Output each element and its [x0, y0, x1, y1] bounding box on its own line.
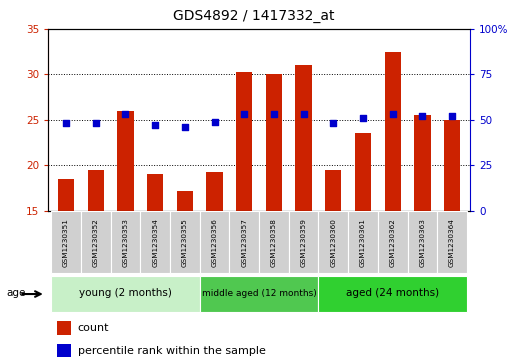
- Bar: [58, 179, 74, 211]
- Text: young (2 months): young (2 months): [79, 288, 172, 298]
- Text: GSM1230351: GSM1230351: [63, 218, 69, 267]
- Point: [329, 121, 337, 126]
- Bar: [57, 344, 72, 357]
- FancyBboxPatch shape: [259, 211, 289, 273]
- Text: GDS4892 / 1417332_at: GDS4892 / 1417332_at: [173, 9, 335, 23]
- FancyBboxPatch shape: [378, 211, 407, 273]
- FancyBboxPatch shape: [51, 276, 200, 312]
- FancyBboxPatch shape: [51, 211, 81, 273]
- Bar: [206, 171, 223, 211]
- Point: [121, 111, 130, 117]
- Text: age: age: [6, 288, 25, 298]
- Bar: [57, 322, 72, 335]
- Point: [151, 122, 159, 128]
- FancyBboxPatch shape: [319, 276, 467, 312]
- Bar: [236, 72, 252, 211]
- Text: GSM1230364: GSM1230364: [449, 218, 455, 267]
- Text: GSM1230356: GSM1230356: [211, 218, 217, 267]
- Point: [300, 111, 308, 117]
- FancyBboxPatch shape: [111, 211, 140, 273]
- Bar: [87, 170, 104, 211]
- Bar: [296, 65, 312, 211]
- Bar: [177, 191, 193, 211]
- Point: [92, 121, 100, 126]
- Point: [240, 111, 248, 117]
- Bar: [266, 74, 282, 211]
- Text: GSM1230362: GSM1230362: [390, 218, 396, 267]
- FancyBboxPatch shape: [407, 211, 437, 273]
- Bar: [117, 111, 134, 211]
- FancyBboxPatch shape: [230, 211, 259, 273]
- Text: count: count: [78, 323, 109, 333]
- Bar: [414, 115, 431, 211]
- Bar: [325, 170, 341, 211]
- Text: GSM1230361: GSM1230361: [360, 218, 366, 267]
- Text: GSM1230355: GSM1230355: [182, 218, 188, 267]
- Bar: [385, 52, 401, 211]
- Bar: [355, 133, 371, 211]
- Text: GSM1230358: GSM1230358: [271, 218, 277, 267]
- FancyBboxPatch shape: [200, 276, 319, 312]
- Text: GSM1230354: GSM1230354: [152, 218, 158, 267]
- FancyBboxPatch shape: [348, 211, 378, 273]
- Text: GSM1230360: GSM1230360: [330, 218, 336, 267]
- Text: percentile rank within the sample: percentile rank within the sample: [78, 346, 266, 356]
- FancyBboxPatch shape: [170, 211, 200, 273]
- Bar: [444, 120, 460, 211]
- Text: GSM1230353: GSM1230353: [122, 218, 129, 267]
- Point: [181, 124, 189, 130]
- Point: [418, 113, 426, 119]
- FancyBboxPatch shape: [319, 211, 348, 273]
- Point: [389, 111, 397, 117]
- FancyBboxPatch shape: [437, 211, 467, 273]
- Text: GSM1230357: GSM1230357: [241, 218, 247, 267]
- Point: [359, 115, 367, 121]
- Text: GSM1230359: GSM1230359: [301, 218, 307, 267]
- FancyBboxPatch shape: [81, 211, 111, 273]
- Point: [210, 119, 218, 125]
- Point: [448, 113, 456, 119]
- Text: GSM1230352: GSM1230352: [93, 218, 99, 267]
- Text: middle aged (12 months): middle aged (12 months): [202, 289, 316, 298]
- Text: GSM1230363: GSM1230363: [420, 218, 425, 267]
- Bar: [147, 174, 163, 211]
- FancyBboxPatch shape: [140, 211, 170, 273]
- Point: [270, 111, 278, 117]
- Point: [62, 121, 70, 126]
- FancyBboxPatch shape: [200, 211, 230, 273]
- FancyBboxPatch shape: [289, 211, 319, 273]
- Text: aged (24 months): aged (24 months): [346, 288, 439, 298]
